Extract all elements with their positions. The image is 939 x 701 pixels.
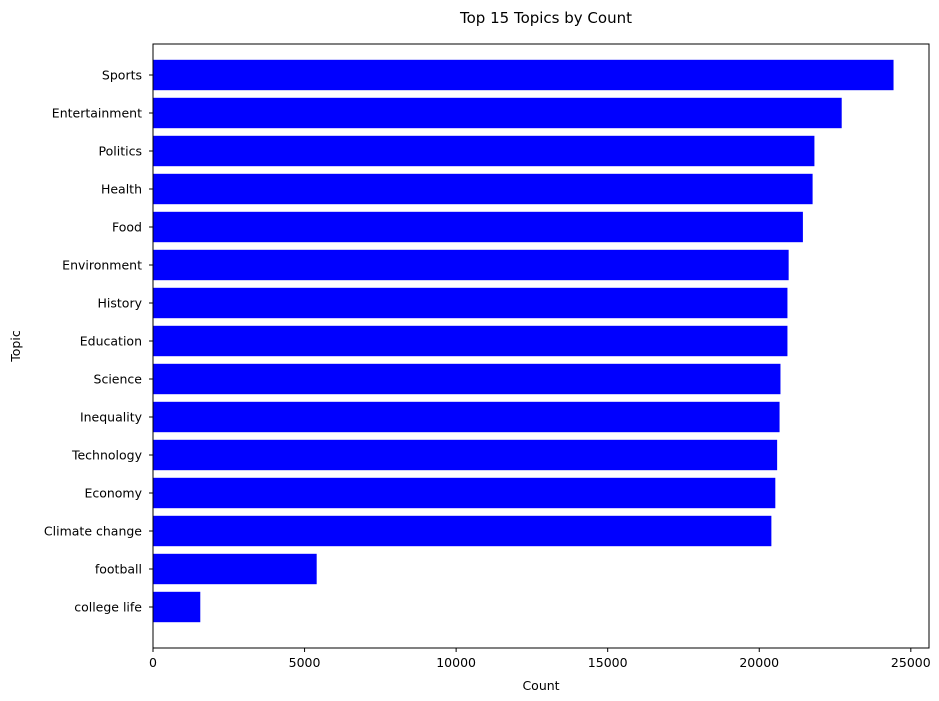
plot-frame — [152, 43, 930, 649]
y-tick-label: Food — [112, 220, 142, 235]
bar-inequality — [153, 401, 780, 433]
x-tick-label: 0 — [149, 655, 157, 670]
x-tick-label: 10000 — [436, 655, 476, 670]
chart-title: Top 15 Topics by Count — [459, 9, 632, 27]
bar-entertainment — [153, 97, 842, 129]
bar-climate-change — [153, 515, 772, 547]
bar-sports — [153, 59, 894, 91]
y-tick-label: Climate change — [44, 524, 142, 539]
y-tick-label: college life — [74, 600, 142, 615]
y-tick-label: Inequality — [80, 410, 143, 425]
x-axis-label: Count — [522, 678, 559, 693]
x-tick-label: 25000 — [891, 655, 931, 670]
y-tick-label: football — [95, 562, 142, 577]
x-tick-label: 20000 — [739, 655, 779, 670]
y-tick-label: Education — [80, 334, 142, 349]
bar-environment — [153, 249, 789, 281]
y-tick-label: Science — [94, 372, 143, 387]
y-tick-label: Health — [101, 182, 142, 197]
bar-history — [153, 287, 788, 319]
y-tick-label: History — [98, 296, 143, 311]
bar-politics — [153, 135, 815, 167]
y-tick-label: Sports — [102, 68, 142, 83]
x-axis-ticks: 0 5000 10000 15000 20000 25000 — [149, 648, 931, 670]
y-tick-label: Politics — [99, 144, 142, 159]
y-tick-label: Environment — [62, 258, 142, 273]
bars-group — [153, 59, 894, 623]
bar-education — [153, 325, 788, 357]
bar-health — [153, 173, 813, 205]
y-axis-ticks: Sports Entertainment Politics Health Food Env… — [44, 68, 153, 615]
bar-football — [153, 553, 317, 585]
x-tick-label: 5000 — [289, 655, 321, 670]
y-tick-label: Economy — [84, 486, 142, 501]
x-tick-label: 15000 — [588, 655, 628, 670]
y-axis-label: Topic — [8, 330, 23, 363]
bar-economy — [153, 477, 776, 509]
y-tick-label: Technology — [71, 448, 143, 463]
bar-college-life — [153, 591, 201, 623]
bar-science — [153, 363, 781, 395]
bar-technology — [153, 439, 778, 471]
bar-food — [153, 211, 803, 243]
y-tick-label: Entertainment — [52, 106, 142, 121]
